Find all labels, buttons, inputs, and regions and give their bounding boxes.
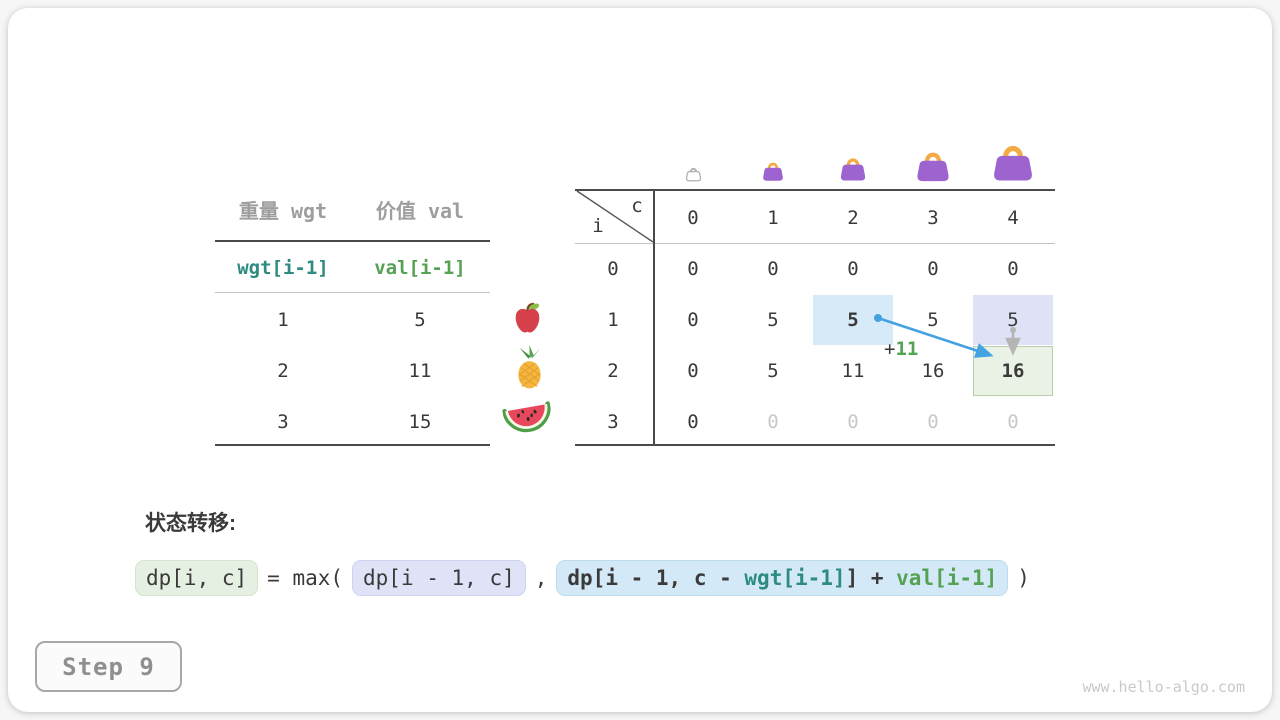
bag-size-3-icon: [917, 152, 949, 182]
dp-table-vertical-rule: [653, 189, 655, 446]
items-table-top-rule: [215, 240, 490, 242]
bag-size-2-icon: [840, 158, 866, 181]
item-row-1-val: 5: [414, 309, 426, 331]
items-table-mid-rule: [215, 292, 490, 293]
dp-cell-r3-c4: 0: [1007, 411, 1019, 433]
formula-comma: ,: [534, 566, 548, 590]
dp-col-header-4: 4: [1007, 207, 1019, 229]
annotation-plus-sign: +: [884, 338, 896, 360]
step-badge: Step 9: [35, 641, 182, 692]
dp-cell-r2-c1: 5: [767, 360, 779, 382]
bag-size-1-icon: [763, 162, 783, 181]
formula-arg2-box: dp[i - 1, c - wgt[i-1]] + val[i-1]: [556, 560, 1009, 596]
items-col-header-value: 价值 val: [375, 199, 465, 223]
item-row-3-val: 15: [408, 411, 432, 433]
dp-cell-r2-c0: 0: [687, 360, 699, 382]
dp-cell-r0-c0: 0: [687, 258, 699, 280]
dp-row-header-1: 1: [607, 309, 619, 331]
formula-arg1-box: dp[i - 1, c]: [352, 560, 526, 596]
dp-cell-r3-c0: 0: [687, 411, 699, 433]
dp-corner-col-var: c: [631, 195, 643, 217]
dp-cell-r2-c3: 16: [921, 360, 945, 382]
pineapple-icon: [518, 345, 541, 389]
dp-cell-r0-c4: 0: [1007, 258, 1019, 280]
dp-cell-r3-c1: 0: [767, 411, 779, 433]
dp-cell-r1-c2: 5: [847, 309, 859, 331]
item-row-2-wgt: 2: [277, 360, 289, 382]
dp-col-header-1: 1: [767, 207, 779, 229]
dp-cell-r2-c4: 16: [1001, 360, 1025, 382]
items-table-bottom-rule: [215, 444, 490, 446]
dp-cell-r2-c2: 11: [841, 360, 865, 382]
item-row-2-val: 11: [408, 360, 432, 382]
formula-arg2-prefix: dp[i - 1, c -: [567, 566, 745, 590]
formula-arg2-val: val[i-1]: [896, 566, 998, 590]
dp-corner-row-var: i: [592, 215, 604, 237]
annotation-value: 11: [895, 338, 919, 360]
items-val-code: val[i-1]: [374, 257, 466, 279]
formula-arg2-mid: ] +: [845, 566, 897, 590]
items-col-header-weight: 重量 wgt: [238, 199, 328, 223]
dp-cell-r3-c2: 0: [847, 411, 859, 433]
dp-cell-r1-c4: 5: [1007, 309, 1019, 331]
dp-table-top-rule: [575, 189, 1055, 191]
dp-col-header-3: 3: [927, 207, 939, 229]
item-row-1-wgt: 1: [277, 309, 289, 331]
watermelon-icon: [502, 401, 551, 433]
apple-icon: [515, 302, 540, 333]
formula-lhs-box: dp[i, c]: [135, 560, 259, 596]
transition-formula: dp[i, c] = max( dp[i - 1, c] , dp[i - 1,…: [135, 560, 1030, 596]
watermark: www.hello-algo.com: [1082, 678, 1245, 696]
dp-cell-r0-c2: 0: [847, 258, 859, 280]
transition-add-annotation: +11: [884, 339, 918, 359]
dp-cell-r1-c1: 5: [767, 309, 779, 331]
formula-arg2-wgt: wgt[i-1]: [744, 566, 846, 590]
dp-table-bottom-rule: [575, 444, 1055, 446]
formula-eq-max: = max(: [267, 566, 344, 590]
dp-row-header-3: 3: [607, 411, 619, 433]
transition-section-label: 状态转移:: [145, 512, 236, 535]
bag-empty-icon: [685, 167, 702, 182]
formula-close-paren: ): [1017, 566, 1030, 590]
dp-cell-r0-c1: 0: [767, 258, 779, 280]
items-wgt-code: wgt[i-1]: [237, 257, 329, 279]
dp-cell-r0-c3: 0: [927, 258, 939, 280]
dp-row-header-0: 0: [607, 258, 619, 280]
dp-col-header-2: 2: [847, 207, 859, 229]
dp-col-header-0: 0: [687, 207, 699, 229]
item-row-3-wgt: 3: [277, 411, 289, 433]
bag-size-4-icon: [994, 145, 1032, 181]
dp-cell-r3-c3: 0: [927, 411, 939, 433]
dp-table-header-rule: [575, 243, 1055, 244]
dp-row-header-2: 2: [607, 360, 619, 382]
dp-cell-r1-c0: 0: [687, 309, 699, 331]
dp-cell-r1-c3: 5: [927, 309, 939, 331]
